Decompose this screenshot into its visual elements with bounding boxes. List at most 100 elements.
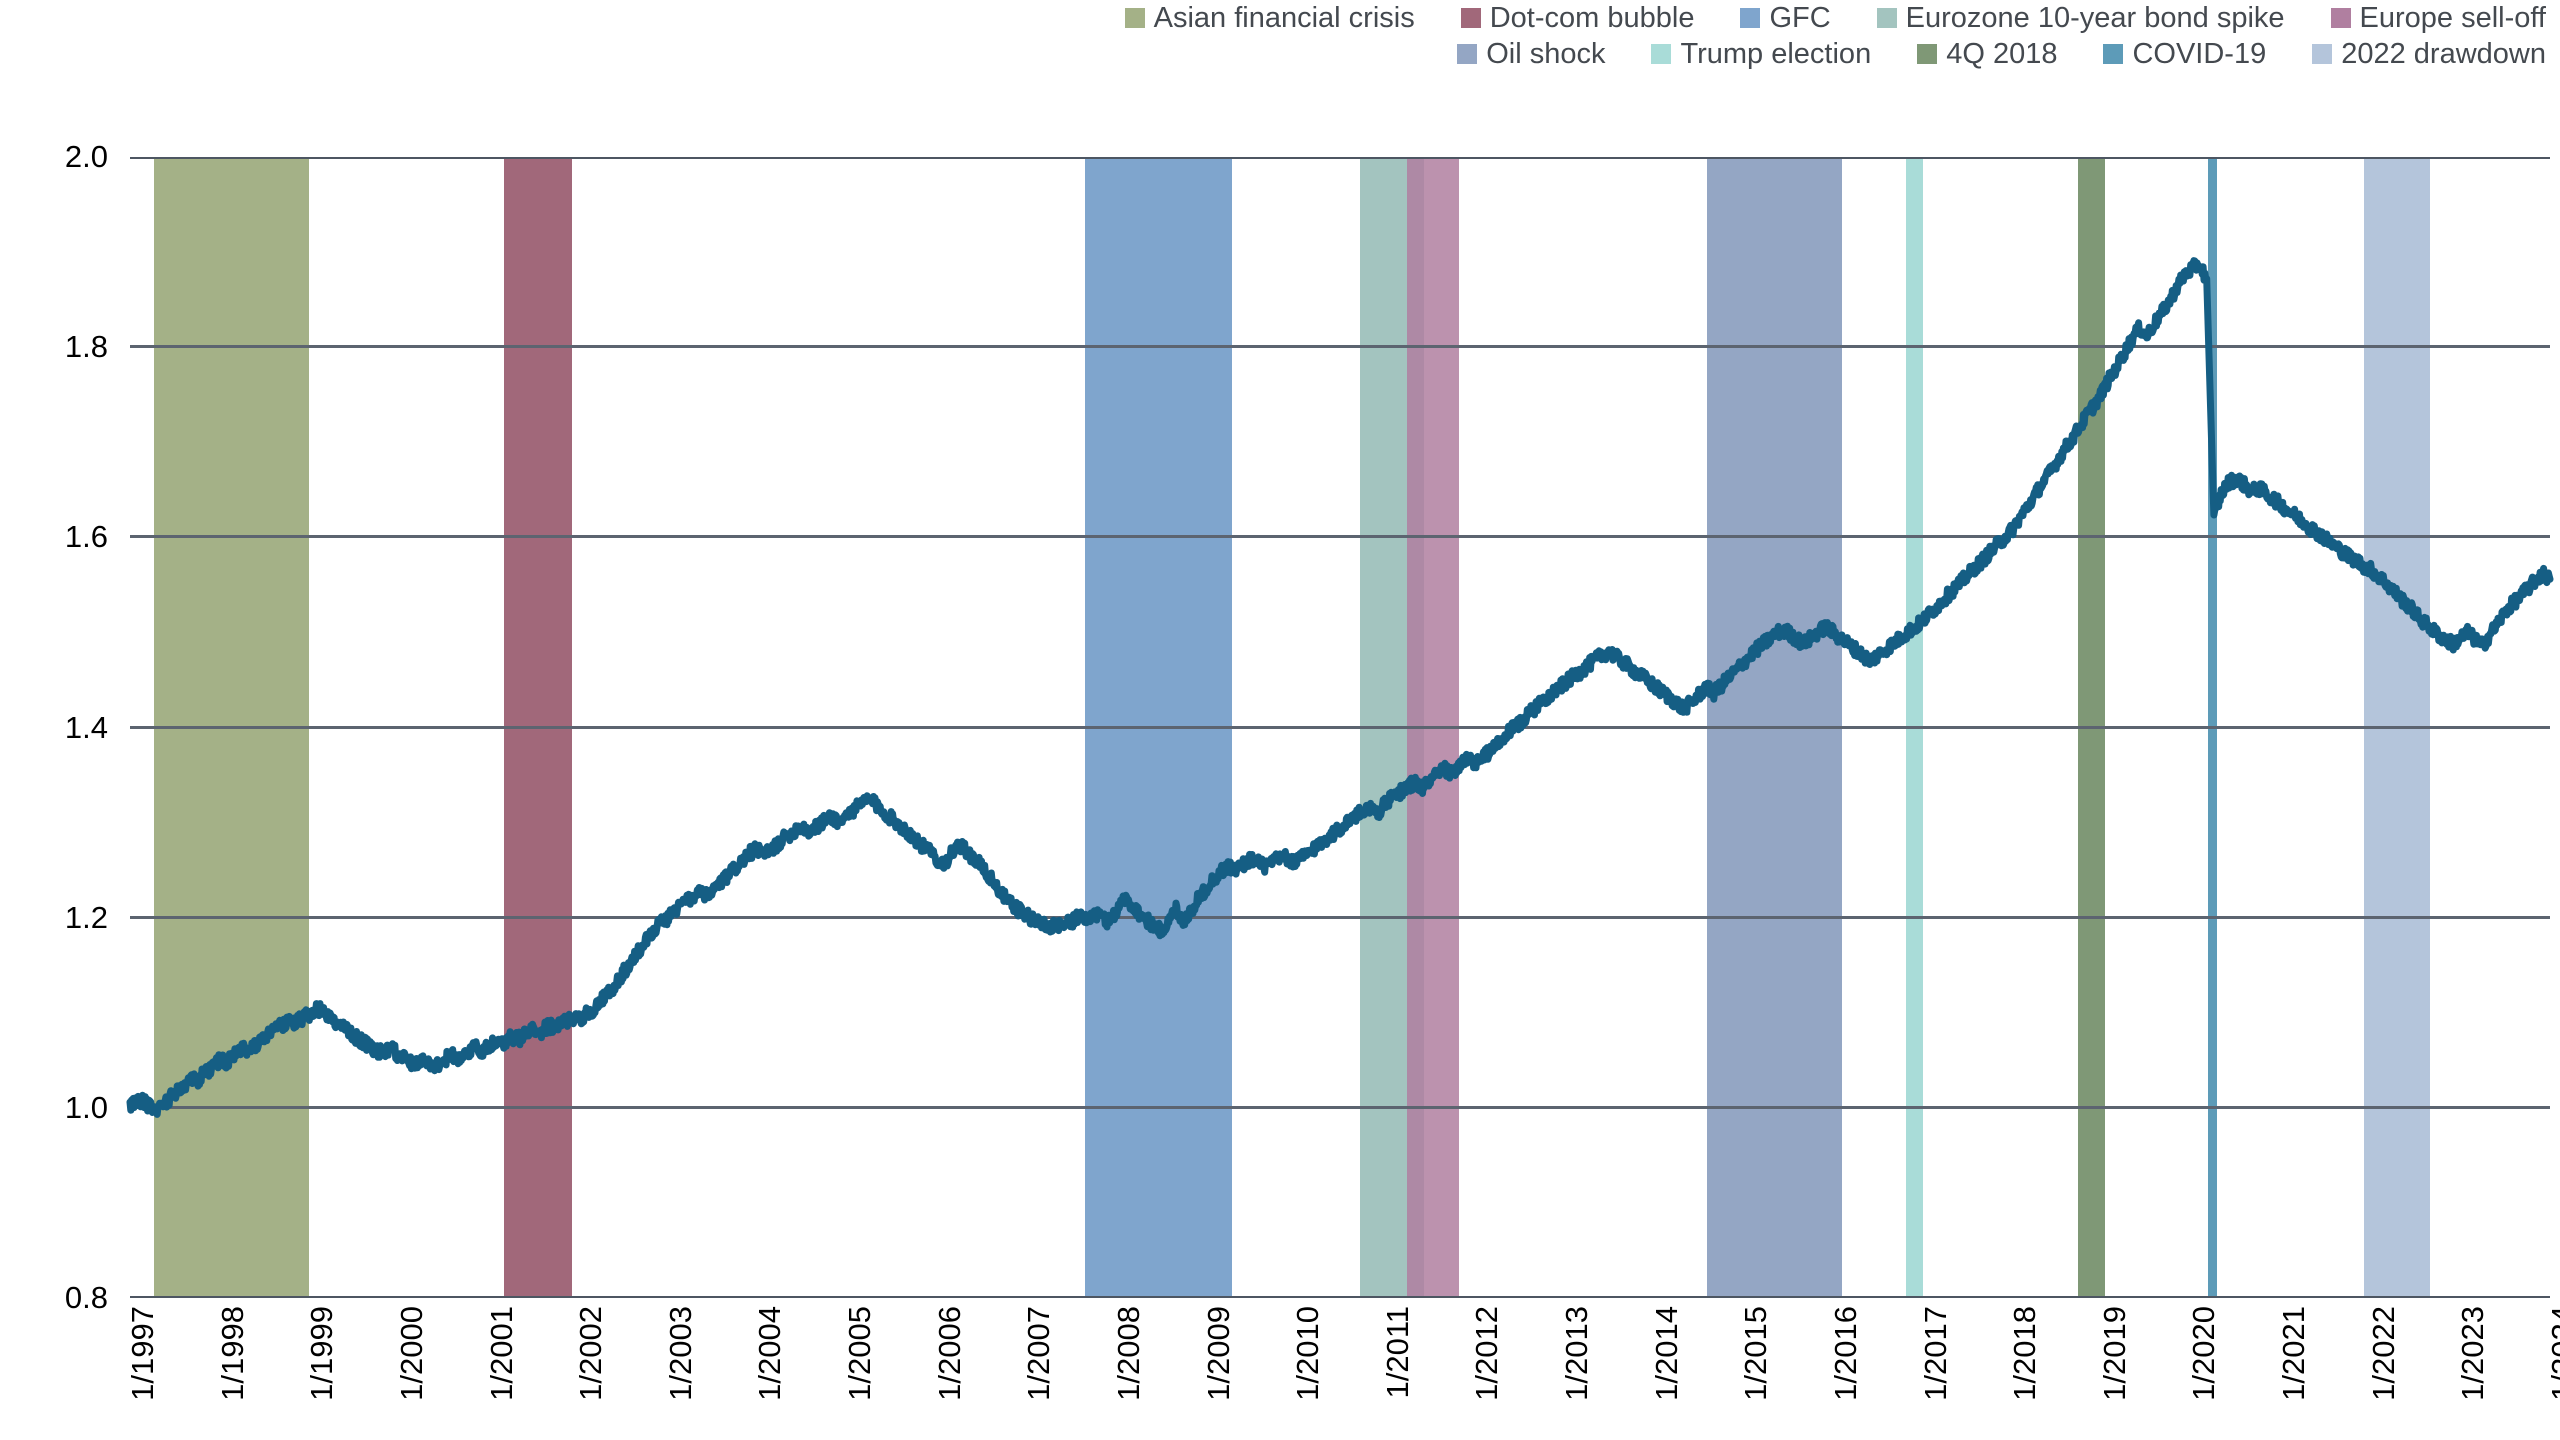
y-tick-label: 1.8 bbox=[64, 329, 108, 365]
legend-label: GFC bbox=[1769, 1, 1831, 34]
x-tick-text: 1/2005 bbox=[842, 1306, 878, 1401]
x-tick-label: 1/2006 bbox=[932, 1306, 986, 1401]
chart-legend: Asian financial crisis Dot-com bubble GFC E… bbox=[0, 0, 2560, 72]
x-tick-label: 1/2002 bbox=[573, 1306, 627, 1401]
x-tick-label: 1/2013 bbox=[1559, 1306, 1613, 1401]
x-tick-label: 1/2005 bbox=[842, 1306, 896, 1401]
legend-item-trump-election[interactable]: Trump election bbox=[1651, 37, 1872, 70]
x-tick-label: 1/2010 bbox=[1290, 1306, 1344, 1401]
legend-swatch-icon bbox=[2312, 44, 2333, 64]
legend-swatch-icon bbox=[1740, 8, 1761, 28]
y-tick-label: 1.0 bbox=[64, 1089, 108, 1125]
gridline-1-2 bbox=[130, 915, 2550, 919]
gridline-0-8 bbox=[130, 1296, 2550, 1298]
legend-label: Dot-com bubble bbox=[1489, 1, 1695, 34]
x-tick-text: 1/2022 bbox=[2365, 1306, 2401, 1401]
legend-item-europe-sell-off[interactable]: Europe sell-off bbox=[2330, 1, 2546, 34]
legend-swatch-icon bbox=[1460, 8, 1481, 28]
x-tick-text: 1/2017 bbox=[1917, 1306, 1953, 1401]
legend-item-4q-2018[interactable]: 4Q 2018 bbox=[1917, 37, 2058, 70]
x-tick-text: 1/2011 bbox=[1379, 1306, 1415, 1399]
x-tick-text: 1/2009 bbox=[1200, 1306, 1236, 1401]
legend-item-dot-com-bubble[interactable]: Dot-com bubble bbox=[1460, 1, 1695, 34]
legend-item-2022-drawdown[interactable]: 2022 drawdown bbox=[2312, 37, 2546, 70]
x-tick-text: 1/1998 bbox=[214, 1306, 250, 1401]
x-tick-text: 1/2014 bbox=[1648, 1306, 1684, 1401]
legend-label: Oil shock bbox=[1486, 37, 1606, 70]
x-tick-label: 1/1999 bbox=[304, 1306, 358, 1401]
x-tick-label: 1/2003 bbox=[663, 1306, 717, 1401]
x-tick-label: 1/2001 bbox=[484, 1306, 538, 1401]
x-tick-text: 1/2012 bbox=[1469, 1306, 1505, 1401]
legend-swatch-icon bbox=[1124, 8, 1145, 28]
x-tick-text: 1/2000 bbox=[393, 1306, 429, 1401]
plot-area bbox=[126, 157, 2554, 1298]
legend-item-gfc[interactable]: GFC bbox=[1740, 1, 1831, 34]
legend-label: Trump election bbox=[1680, 37, 1872, 70]
legend-label: 2022 drawdown bbox=[2341, 37, 2546, 70]
x-tick-label: 1/2015 bbox=[1738, 1306, 1792, 1401]
legend-swatch-icon bbox=[2103, 44, 2124, 64]
legend-label: Asian financial crisis bbox=[1153, 1, 1415, 34]
x-tick-label: 1/2021 bbox=[2276, 1306, 2330, 1401]
x-tick-label: 1/2000 bbox=[394, 1306, 448, 1401]
x-tick-text: 1/1997 bbox=[125, 1306, 160, 1401]
x-tick-text: 1/2013 bbox=[1559, 1306, 1595, 1401]
legend-swatch-icon bbox=[1917, 44, 1938, 64]
x-tick-label: 1/2004 bbox=[752, 1306, 806, 1401]
y-tick-label: 1.6 bbox=[64, 519, 108, 555]
legend-swatch-icon bbox=[1457, 44, 1478, 64]
x-tick-label: 1/2009 bbox=[1201, 1306, 1255, 1401]
x-tick-text: 1/2008 bbox=[1110, 1306, 1146, 1401]
x-tick-text: 1/2024 bbox=[2545, 1306, 2560, 1401]
x-tick-text: 1/2020 bbox=[2186, 1306, 2222, 1401]
x-tick-label: 1/2016 bbox=[1828, 1306, 1882, 1401]
legend-item-oil-shock[interactable]: Oil shock bbox=[1457, 37, 1606, 70]
y-tick-label: 0.8 bbox=[64, 1280, 108, 1315]
series-unleveraged-principal bbox=[126, 257, 2554, 1118]
gridline-1-6 bbox=[130, 535, 2550, 539]
x-tick-text: 1/2002 bbox=[573, 1306, 609, 1401]
x-tick-text: 1/2001 bbox=[483, 1306, 519, 1401]
x-tick-text: 1/2016 bbox=[1827, 1306, 1863, 1401]
y-axis: Unleveraged principal 0.81.01.21.41.61.8… bbox=[0, 0, 130, 1440]
x-tick-label: 1/2017 bbox=[1918, 1306, 1972, 1401]
x-tick-text: 1/2004 bbox=[752, 1306, 788, 1401]
legend-item-covid-19[interactable]: COVID-19 bbox=[2103, 37, 2267, 70]
x-tick-text: 1/2007 bbox=[1021, 1306, 1057, 1401]
legend-item-asian-financial-crisis[interactable]: Asian financial crisis bbox=[1124, 1, 1415, 34]
legend-label: Eurozone 10-year bond spike bbox=[1905, 1, 2285, 34]
legend-label: COVID-19 bbox=[2132, 37, 2267, 70]
y-tick-label: 2.0 bbox=[64, 139, 108, 174]
x-tick-text: 1/2003 bbox=[662, 1306, 698, 1401]
x-tick-label: 1/2014 bbox=[1649, 1306, 1703, 1401]
legend-label: 4Q 2018 bbox=[1946, 37, 2058, 70]
x-tick-text: 1/2018 bbox=[2007, 1306, 2043, 1401]
x-tick-label: 1/2023 bbox=[2455, 1306, 2509, 1401]
x-tick-label: 1/2008 bbox=[1111, 1306, 1165, 1401]
x-tick-label: 1/2019 bbox=[2097, 1306, 2151, 1401]
x-tick-label: 1/2020 bbox=[2186, 1306, 2240, 1401]
legend-swatch-icon bbox=[1876, 8, 1897, 28]
x-tick-text: 1/2023 bbox=[2455, 1306, 2491, 1401]
gridline-2 bbox=[130, 157, 2550, 159]
x-tick-label: 1/2018 bbox=[2007, 1306, 2061, 1401]
x-tick-label: 1/1998 bbox=[215, 1306, 269, 1401]
x-tick-text: 1/2010 bbox=[1290, 1306, 1326, 1401]
x-tick-label: 1/2007 bbox=[1021, 1306, 1075, 1401]
plot-bands-layer bbox=[130, 157, 2550, 1298]
x-tick-text: 1/1999 bbox=[304, 1306, 340, 1401]
gridline-1-8 bbox=[130, 345, 2550, 349]
legend-label: Europe sell-off bbox=[2359, 1, 2546, 34]
x-axis: 1/1997 1/1998 1/1999 1/2000 1/2001 1/2002 1/20… bbox=[125, 1306, 2560, 1440]
legend-swatch-icon bbox=[2330, 8, 2351, 28]
x-tick-text: 1/2006 bbox=[931, 1306, 967, 1401]
legend-swatch-icon bbox=[1651, 44, 1672, 64]
gridline-1-4 bbox=[130, 725, 2550, 729]
legend-row-2: Oil shock Trump election 4Q 2018 COVID-19 20… bbox=[0, 36, 2560, 72]
x-tick-text: 1/2015 bbox=[1738, 1306, 1774, 1401]
x-tick-label: 1/2011 bbox=[1380, 1306, 1434, 1399]
x-tick-label: 1/2022 bbox=[2366, 1306, 2420, 1401]
legend-item-eurozone-10-year-bond-spike[interactable]: Eurozone 10-year bond spike bbox=[1876, 1, 2285, 34]
